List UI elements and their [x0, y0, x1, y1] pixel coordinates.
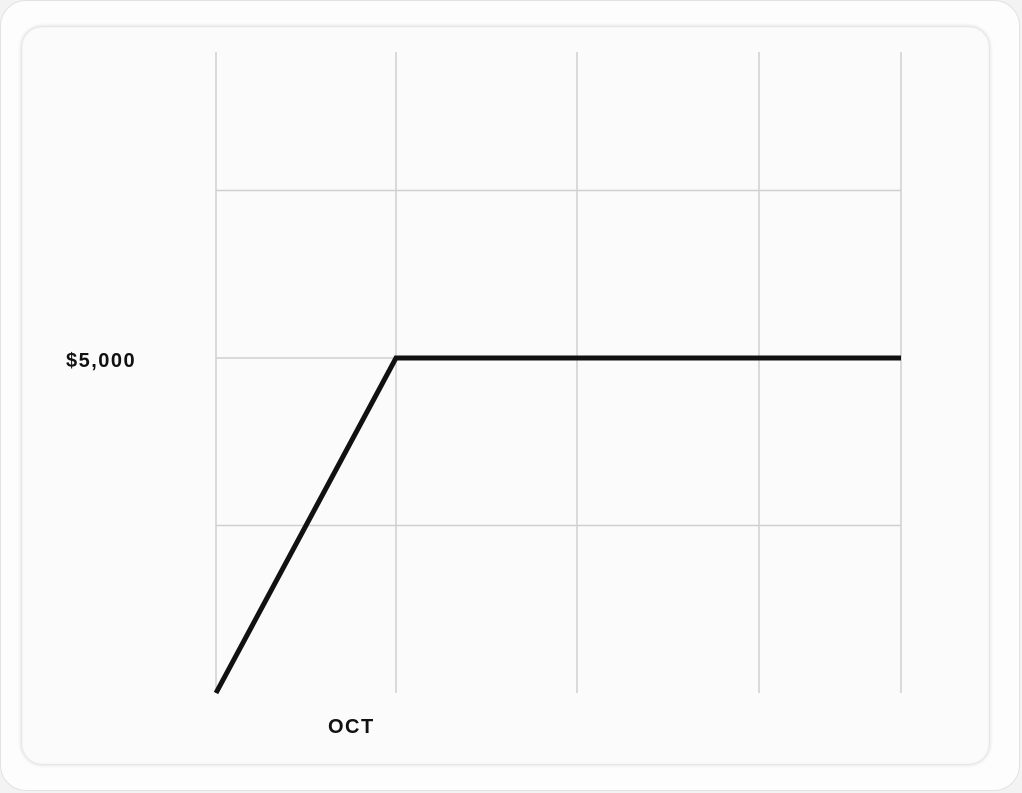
- x-tick-label-oct: OCT: [328, 716, 375, 738]
- grid-layer: [215, 52, 902, 693]
- chart-card: [22, 27, 989, 764]
- series-line-0: [213, 355, 901, 695]
- y-tick-label-5000: $5,000: [66, 350, 136, 372]
- series-layer: [213, 355, 901, 695]
